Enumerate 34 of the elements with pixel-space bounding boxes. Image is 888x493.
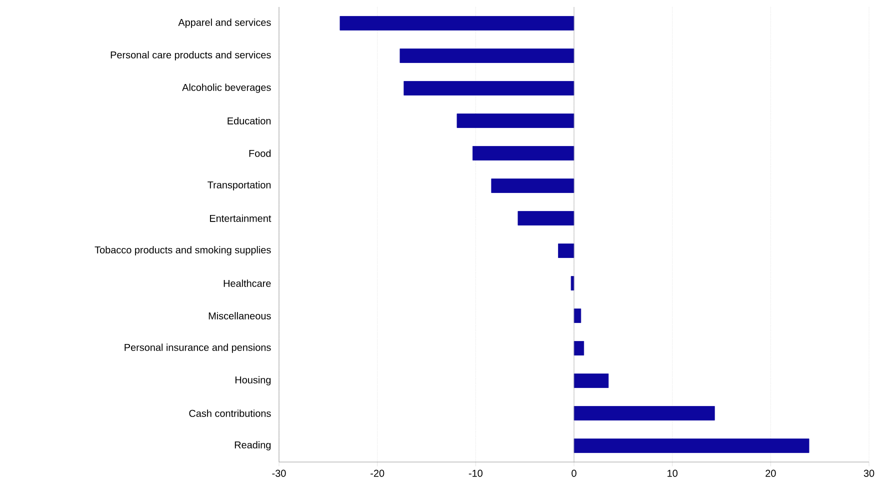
bar	[574, 438, 810, 453]
y-tick-label: Tobacco products and smoking supplies	[94, 246, 271, 256]
bar	[574, 374, 609, 388]
x-tick-label: -10	[468, 470, 482, 477]
bar	[340, 16, 574, 30]
y-tick-label: Apparel and services	[178, 18, 271, 28]
y-tick-label: Transportation	[208, 181, 271, 190]
x-tick-label: 20	[766, 470, 776, 477]
bar	[491, 178, 574, 193]
x-tick-label: 30	[864, 470, 874, 477]
bar	[400, 48, 574, 63]
bar	[574, 308, 582, 323]
bar	[456, 114, 574, 128]
y-tick-label: Reading	[234, 441, 271, 450]
bar	[574, 406, 715, 420]
y-tick-label: Housing	[235, 376, 271, 386]
y-tick-label: Miscellaneous	[208, 312, 271, 320]
bar	[558, 244, 574, 258]
bar	[574, 341, 584, 356]
y-tick-label: Personal insurance and pensions	[124, 344, 271, 353]
y-tick-label: Entertainment	[210, 214, 272, 222]
bar	[404, 81, 574, 96]
y-tick-label: Education	[228, 117, 271, 124]
x-tick-label: -20	[370, 470, 384, 477]
x-tick-label: -30	[272, 470, 286, 477]
y-tick-label: Alcoholic beverages	[182, 84, 271, 93]
x-tick-label: 0	[572, 470, 576, 477]
y-tick-label: Food	[249, 150, 271, 157]
y-tick-label: Healthcare	[224, 280, 271, 287]
bar	[472, 146, 574, 160]
x-tick-label: 10	[668, 470, 678, 477]
y-tick-label: Personal care products and services	[110, 51, 271, 60]
y-tick-label: Cash contributions	[189, 410, 271, 417]
bar	[518, 211, 574, 226]
